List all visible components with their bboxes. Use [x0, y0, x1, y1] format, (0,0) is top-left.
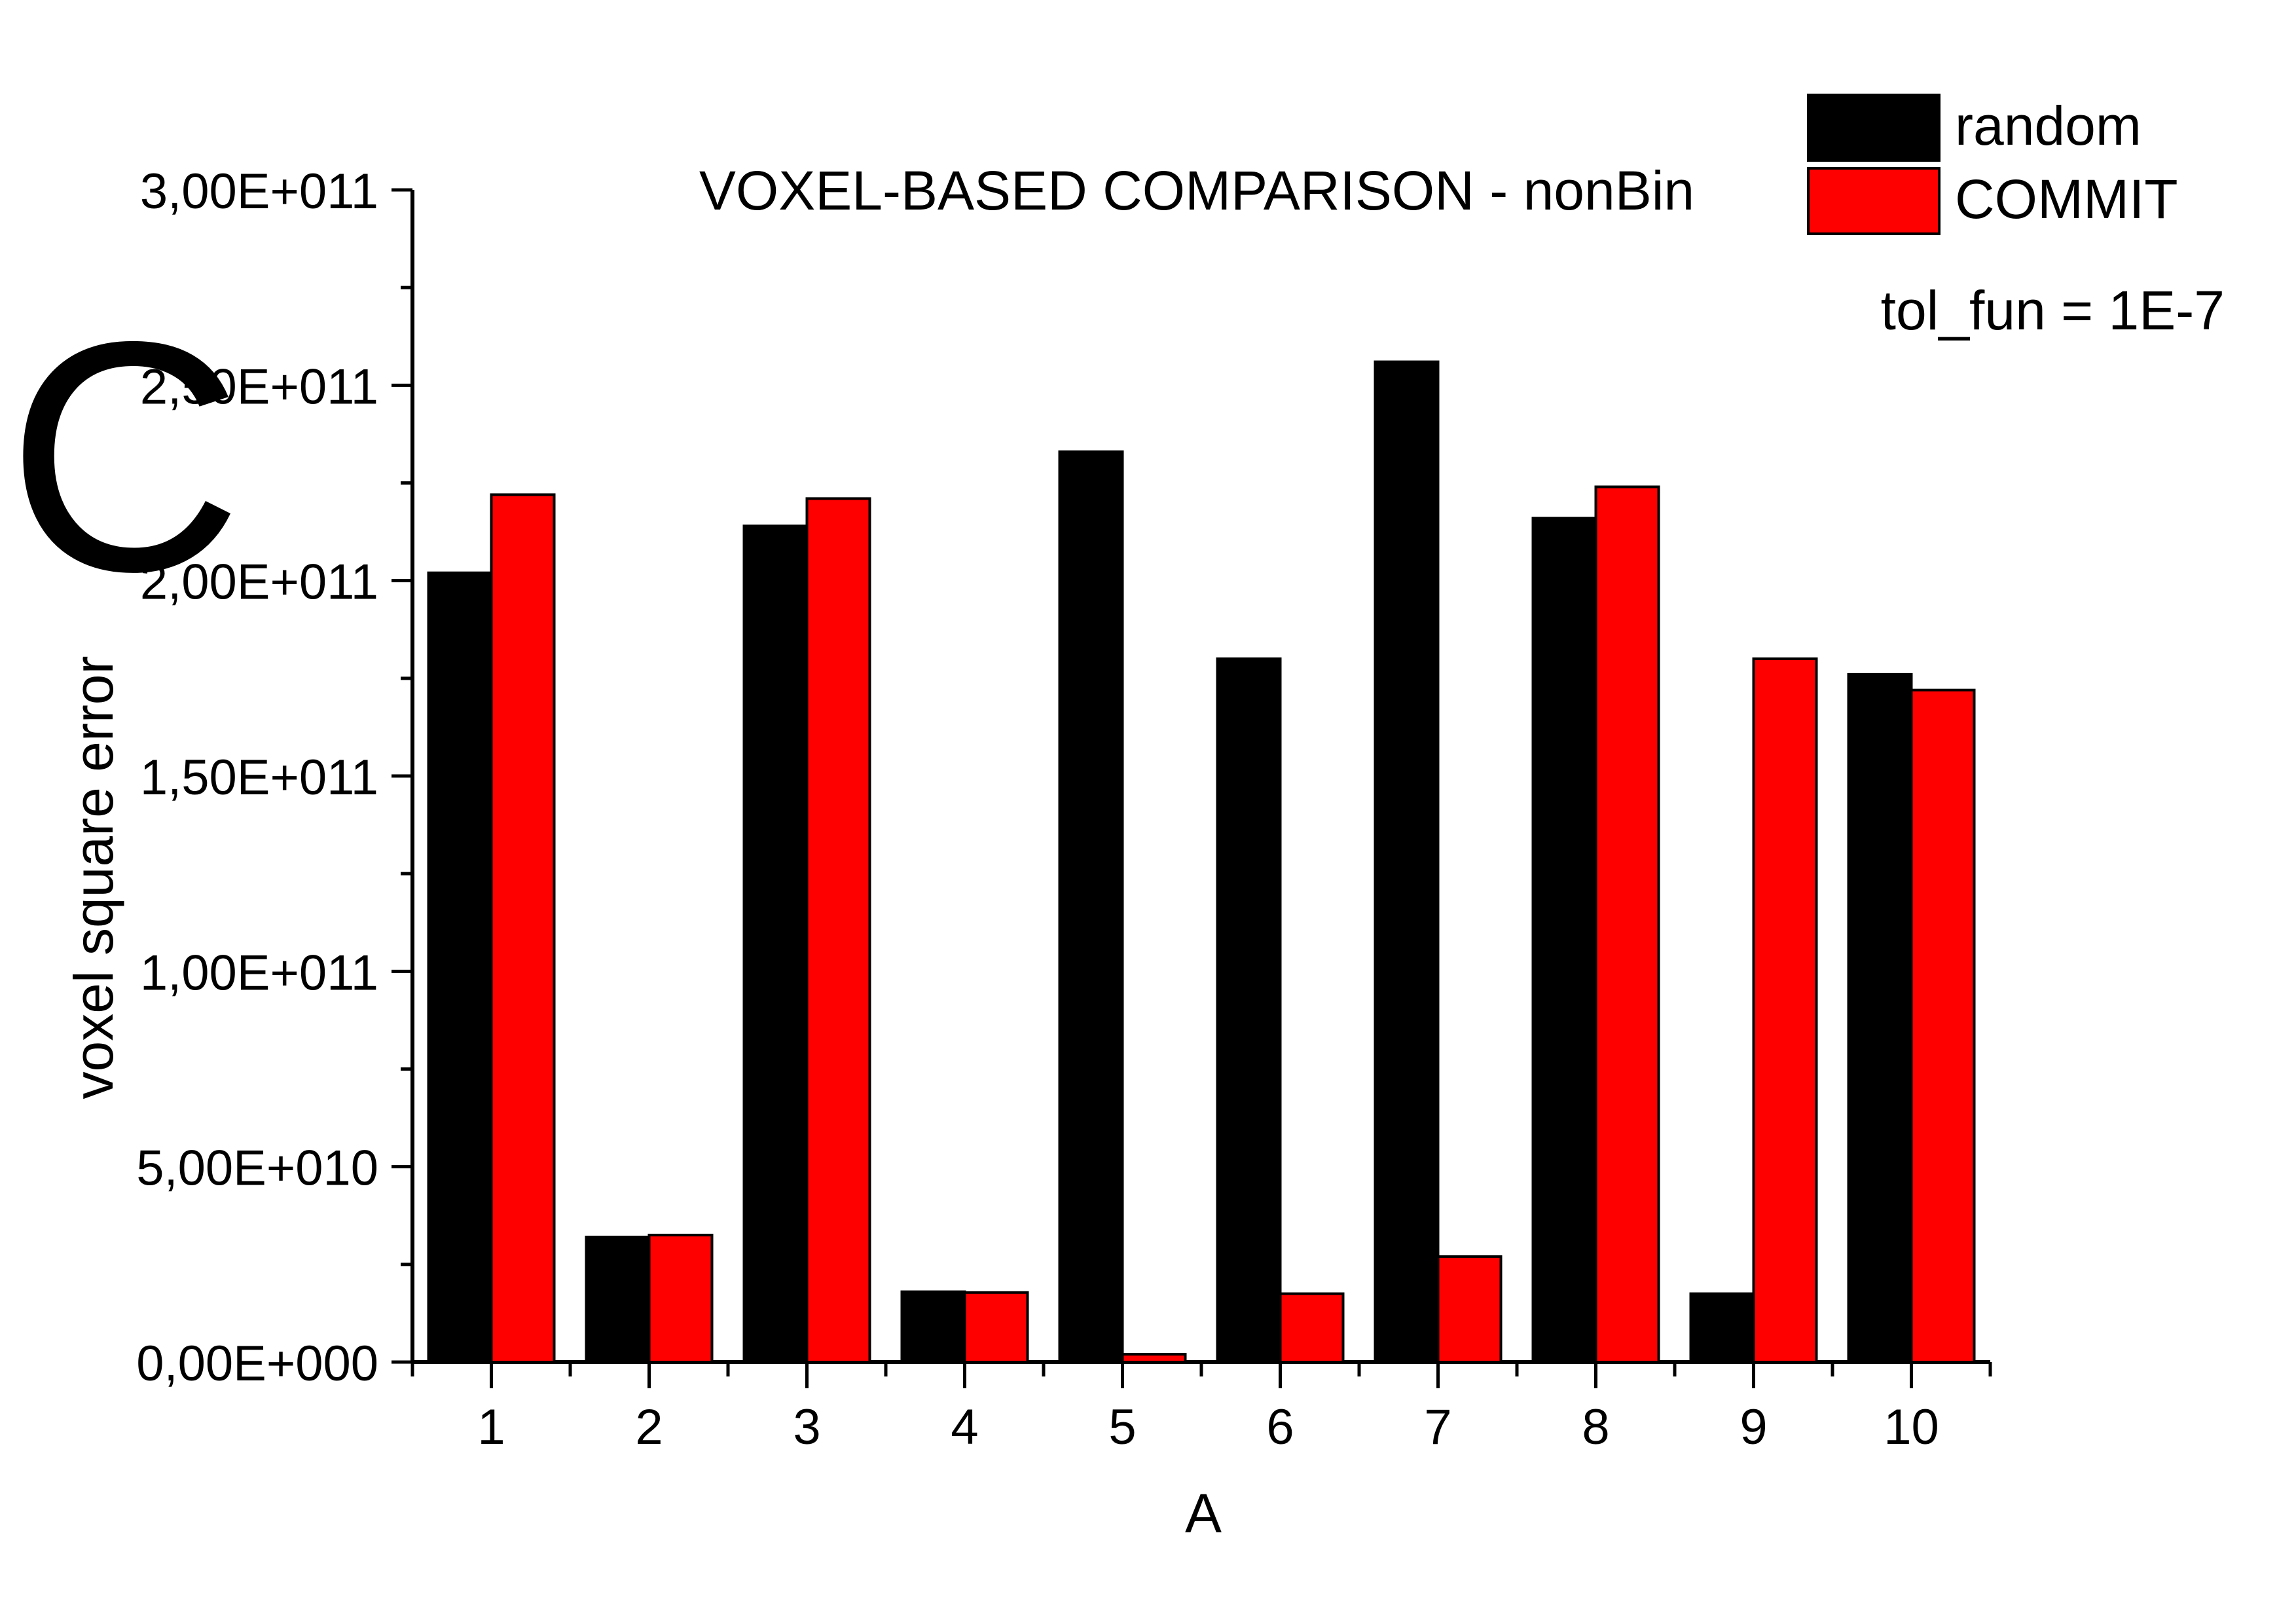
bar-commit-5 — [1121, 1353, 1187, 1363]
x-tick-label: 4 — [951, 1399, 978, 1455]
bar-random-9 — [1689, 1292, 1755, 1364]
legend-label-commit: COMMIT — [1955, 168, 2178, 230]
bar-random-10 — [1847, 673, 1913, 1363]
bar-commit-4 — [963, 1291, 1029, 1363]
x-tick-label: 10 — [1884, 1399, 1939, 1455]
legend: random COMMIT — [1807, 94, 2178, 235]
tol-fun-annotation: tol_fun = 1E-7 — [1881, 280, 2225, 341]
bar-commit-9 — [1752, 657, 1818, 1363]
bar-commit-3 — [805, 497, 871, 1363]
bar-commit-2 — [647, 1234, 714, 1364]
y-tick-label: 2,50E+011 — [140, 359, 378, 415]
axes: 0,00E+000 5,00E+010 1,00E+011 1,50E+011 2,00… — [136, 164, 1992, 1455]
bar-random-5 — [1058, 450, 1124, 1363]
y-axis-label: voxel square error — [63, 656, 124, 1099]
x-tick-label: 6 — [1266, 1399, 1294, 1455]
x-tick-label: 7 — [1424, 1399, 1451, 1455]
y-tick-label: 3,00E+011 — [140, 164, 378, 219]
bar-random-6 — [1216, 657, 1282, 1363]
x-tick-label: 3 — [793, 1399, 820, 1455]
bar-random-1 — [427, 571, 493, 1364]
chart-title: VOXEL-BASED COMPARISON - nonBin — [699, 160, 1694, 221]
bar-random-2 — [585, 1236, 651, 1363]
x-tick-label: 5 — [1108, 1399, 1136, 1455]
y-tick-label: 1,50E+011 — [140, 750, 378, 805]
x-tick-label: 2 — [635, 1399, 663, 1455]
bar-random-4 — [900, 1290, 966, 1363]
x-axis-label: A — [1185, 1483, 1222, 1544]
legend-swatch-commit — [1807, 167, 1941, 235]
y-tick-label: 0,00E+000 — [136, 1336, 378, 1392]
y-tick-label: 1,00E+011 — [140, 945, 378, 1001]
bar-random-7 — [1374, 360, 1440, 1363]
bar-commit-10 — [1910, 688, 1976, 1363]
bar-commit-1 — [490, 493, 556, 1363]
x-tick-label: 1 — [477, 1399, 505, 1455]
bar-commit-8 — [1594, 485, 1660, 1363]
bar-commit-7 — [1436, 1255, 1503, 1364]
bar-commit-6 — [1279, 1292, 1345, 1364]
legend-label-random: random — [1955, 95, 2141, 157]
panel-letter: C — [7, 273, 243, 639]
bar-random-3 — [742, 525, 809, 1364]
x-tick-label: 8 — [1582, 1399, 1609, 1455]
bars — [427, 360, 1976, 1364]
x-tick-label: 9 — [1740, 1399, 1767, 1455]
y-tick-label: 2,00E+011 — [140, 555, 378, 610]
bar-random-8 — [1531, 517, 1597, 1364]
legend-swatch-random — [1807, 94, 1941, 162]
y-tick-label: 5,00E+010 — [136, 1141, 378, 1196]
